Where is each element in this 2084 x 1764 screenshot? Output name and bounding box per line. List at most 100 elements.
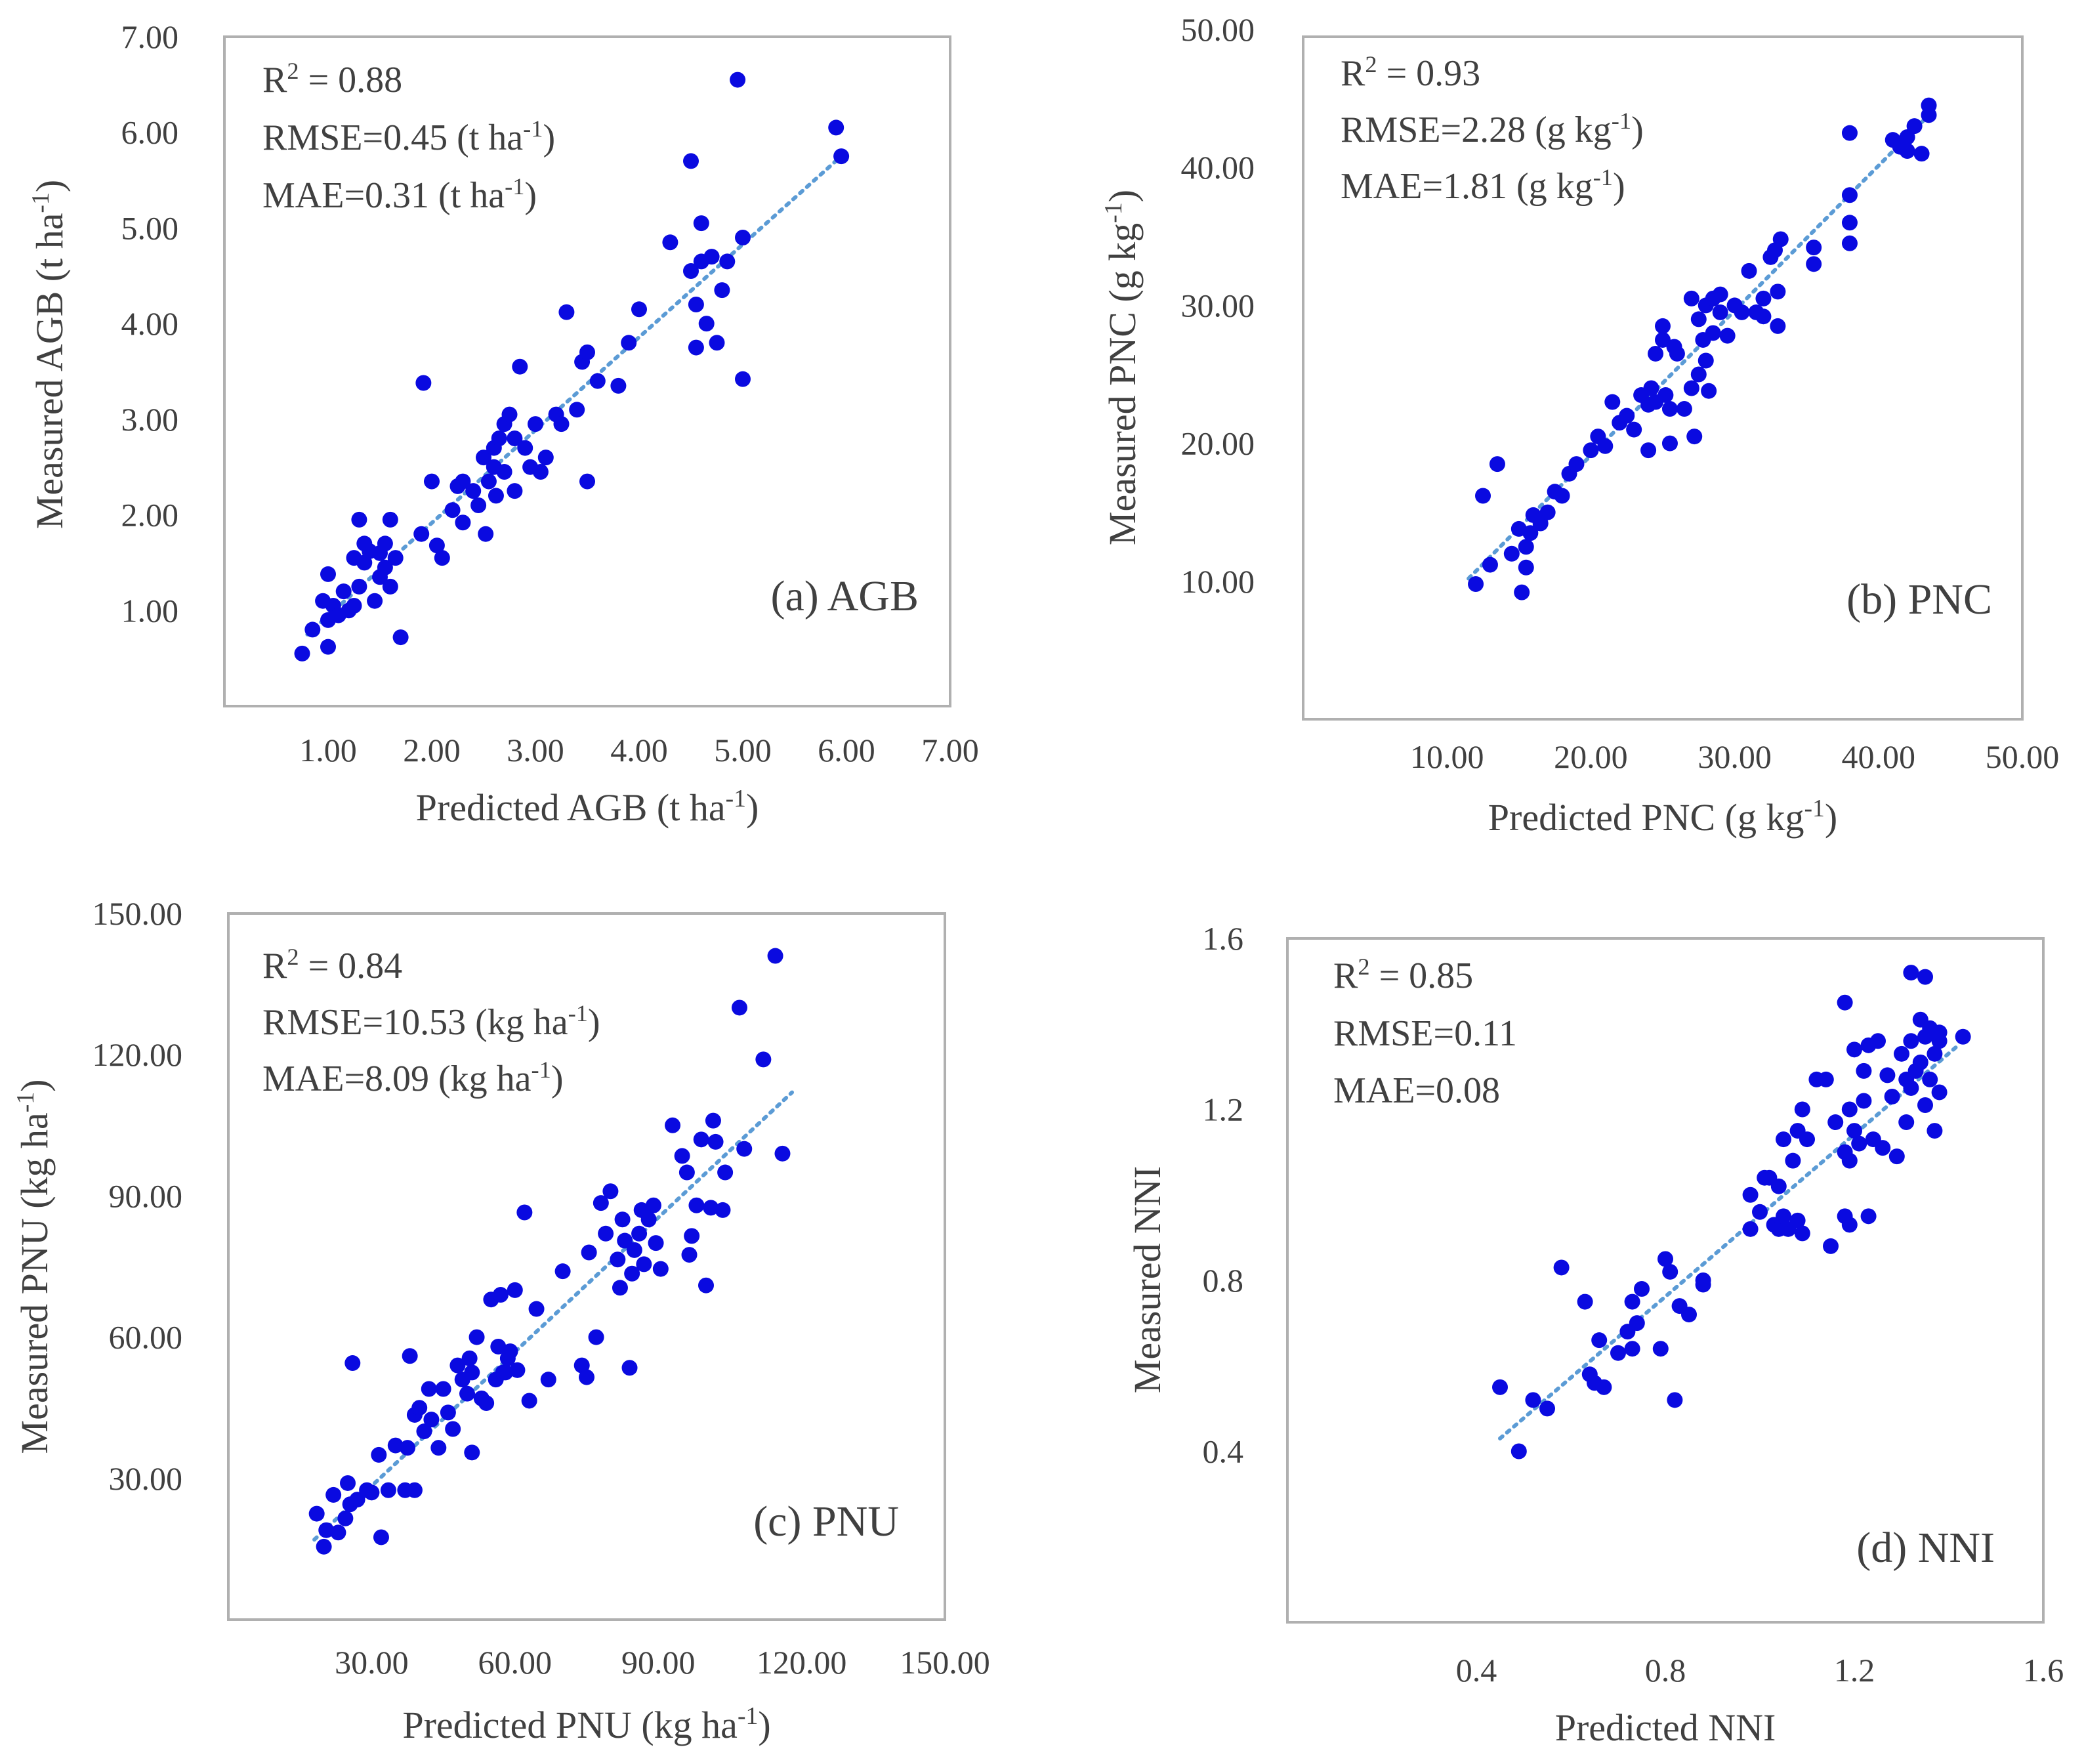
data-point	[318, 1522, 335, 1538]
data-point	[294, 645, 310, 662]
y-tick-label: 10.00	[1181, 563, 1255, 600]
data-point	[714, 282, 730, 299]
data-point	[610, 1251, 626, 1268]
data-point	[1776, 1131, 1791, 1148]
data-point	[1921, 97, 1937, 114]
x-tick-label: 6.00	[818, 732, 875, 768]
y-tick-label: 40.00	[1181, 149, 1255, 186]
data-point	[480, 473, 497, 490]
data-point	[387, 550, 404, 566]
data-point	[833, 148, 850, 165]
data-point	[537, 450, 554, 466]
data-point	[735, 371, 751, 387]
x-tick-label: 1.6	[2023, 1652, 2064, 1689]
x-tick-label: 30.00	[1698, 738, 1772, 775]
data-point	[1806, 256, 1822, 272]
data-point	[430, 1440, 447, 1456]
data-point	[828, 119, 844, 136]
y-tick-label: 60.00	[109, 1319, 183, 1356]
y-tick-label: 3.00	[121, 401, 179, 438]
data-point	[621, 1360, 638, 1376]
chart-panel-4: 0.4 0.8 1.2 1.6 0.4 0.8 1.2 1.6 R2 = 0.85 RMSE=0.…	[1126, 920, 2064, 1749]
data-point	[1906, 118, 1923, 135]
data-point	[1705, 325, 1721, 341]
data-point	[1770, 284, 1786, 300]
data-point	[1686, 429, 1703, 445]
x-axis-label: Predicted PNC (g kg-1)	[1488, 795, 1837, 839]
data-point	[755, 1051, 772, 1068]
stat-line: MAE=1.81 (g kg-1)	[1341, 164, 1625, 207]
data-point	[1931, 1084, 1948, 1101]
data-point	[1568, 456, 1585, 472]
data-point	[1888, 1148, 1905, 1165]
data-point	[1851, 1135, 1867, 1152]
y-tick-label: 6.00	[121, 114, 179, 151]
stat-line: R2 = 0.93	[1341, 51, 1480, 94]
data-point	[1799, 1131, 1815, 1148]
data-point	[1624, 1341, 1640, 1357]
data-point	[1818, 1071, 1834, 1087]
data-point	[736, 1141, 753, 1157]
data-point	[330, 1524, 346, 1541]
trendline	[312, 1090, 795, 1542]
data-point	[1955, 1028, 1971, 1045]
data-point	[1511, 1443, 1527, 1460]
data-point	[678, 1164, 695, 1181]
data-point	[581, 1244, 597, 1261]
data-point	[491, 430, 507, 446]
data-point	[1604, 394, 1621, 410]
data-point	[1755, 290, 1772, 306]
data-point	[1522, 525, 1539, 541]
data-point	[688, 297, 704, 312]
data-point	[470, 497, 487, 513]
data-point	[346, 598, 362, 614]
data-point	[558, 304, 575, 320]
data-point	[640, 1211, 657, 1228]
data-point	[1841, 235, 1858, 251]
data-point	[464, 1444, 480, 1461]
data-point	[688, 339, 704, 356]
x-tick-label: 4.00	[610, 732, 668, 768]
data-point	[1894, 1045, 1909, 1062]
data-point	[387, 1437, 404, 1454]
data-point	[351, 511, 367, 528]
data-point	[469, 1329, 485, 1345]
data-point	[1884, 1088, 1900, 1104]
data-point	[705, 1112, 721, 1129]
data-point	[1789, 1212, 1806, 1228]
data-point	[569, 402, 585, 418]
data-point	[1669, 345, 1685, 362]
data-point	[502, 1343, 518, 1360]
data-point	[455, 473, 471, 490]
x-tick-label: 3.00	[507, 732, 564, 768]
y-axis-label: Measured PNC (g kg-1)	[1100, 190, 1144, 545]
data-point	[631, 301, 647, 318]
data-point	[665, 1117, 681, 1133]
x-axis-label: Predicted PNU (kg ha-1)	[402, 1702, 770, 1746]
data-point	[1695, 1276, 1711, 1293]
data-point	[593, 1195, 609, 1211]
data-point	[1875, 1140, 1891, 1156]
x-tick-label: 90.00	[621, 1644, 696, 1681]
data-point	[478, 526, 494, 542]
data-point	[1841, 1152, 1858, 1169]
data-point	[645, 1197, 661, 1213]
data-point	[1577, 1293, 1593, 1310]
data-point	[1661, 401, 1678, 417]
data-point	[1619, 408, 1635, 424]
data-point	[512, 358, 528, 375]
data-point	[540, 1372, 556, 1388]
data-point	[698, 1277, 714, 1293]
data-point	[1755, 308, 1772, 325]
data-point	[325, 1486, 342, 1503]
data-point	[621, 335, 637, 351]
data-point	[1690, 366, 1707, 383]
data-point	[1837, 994, 1853, 1011]
x-tick-label: 7.00	[921, 732, 979, 768]
data-point	[496, 464, 512, 480]
data-point	[1806, 240, 1822, 256]
trendline	[1498, 1043, 1961, 1440]
data-point	[1734, 304, 1750, 320]
data-point	[406, 1482, 423, 1498]
data-point	[1482, 556, 1498, 573]
